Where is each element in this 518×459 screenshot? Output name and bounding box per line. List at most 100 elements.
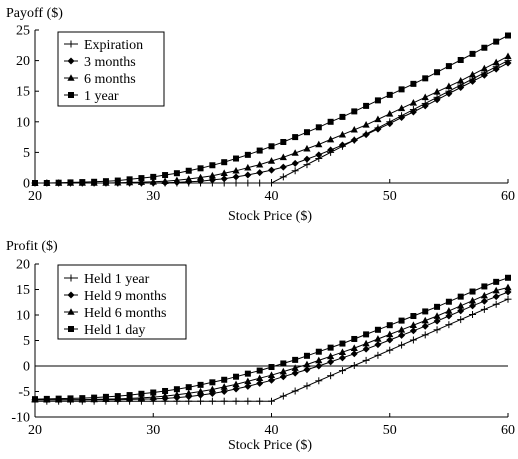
data-point [185,384,192,391]
data-point [221,159,228,166]
data-point [137,394,146,401]
data-point [292,134,299,141]
data-point [232,173,240,181]
data-point [457,307,465,315]
data-point [196,173,205,181]
x-tick-label: 20 [28,423,42,438]
data-point [362,339,370,347]
data-point [149,177,157,185]
data-point [492,65,500,73]
legend-label: 6 months [84,72,136,87]
data-point [398,341,406,349]
data-point [291,387,299,395]
data-point [173,176,181,184]
data-point [161,177,169,184]
data-point [386,346,394,354]
data-point [421,331,429,339]
data-point [220,388,228,395]
data-point [457,56,464,63]
data-point [398,317,405,324]
payoff-y-axis-label: Payoff ($) [6,6,63,21]
data-point [469,288,476,295]
legend-marker [67,40,75,48]
y-tick-label: 15 [16,85,30,100]
data-point [457,302,465,309]
legend-label: Held 9 months [84,289,166,304]
data-point [256,397,264,405]
data-point [315,356,323,364]
data-point [291,364,299,371]
data-point [220,383,228,390]
data-point [397,325,406,333]
legend-label: 1 year [84,89,119,104]
legend-marker [67,74,75,81]
data-point [256,367,263,374]
data-point [268,179,275,187]
data-point [32,180,38,186]
profit-legend-box [57,264,187,340]
data-point [445,82,453,90]
data-point [303,366,311,374]
data-point [197,397,205,405]
data-point [386,120,394,128]
data-point [409,327,417,335]
x-tick-label: 50 [383,423,397,438]
data-point [409,321,417,328]
data-point [374,326,381,333]
data-point [339,340,346,347]
data-point [421,322,429,330]
data-point [267,157,276,164]
data-point [209,379,216,386]
data-point [362,345,370,353]
data-point [232,385,240,393]
legend-marker [67,57,75,65]
data-point [351,335,358,342]
data-point [232,166,240,174]
data-point [233,155,240,162]
data-point [173,386,180,393]
data-point [244,163,252,171]
data-point [481,44,488,51]
data-point [350,344,358,351]
data-point [327,344,334,351]
data-point [422,308,429,315]
y-tick-label: 20 [16,54,30,69]
data-point [244,377,252,385]
x-tick-label: 30 [146,423,160,438]
data-point [208,397,216,405]
data-point [505,32,511,39]
data-point [327,118,334,125]
data-point [220,397,228,405]
data-point [43,395,50,402]
data-point [114,393,121,400]
data-point [386,330,394,338]
y-tick-label: 5 [23,334,30,349]
data-point [410,313,417,320]
data-point [279,392,287,400]
data-point [386,110,394,117]
data-point [32,396,38,403]
data-point [421,102,429,110]
data-point [480,64,488,72]
data-point [244,179,252,187]
data-point [505,274,511,281]
data-point [150,173,157,180]
data-point [504,283,512,291]
data-point [279,153,287,161]
data-point [433,317,441,325]
data-point [79,395,86,402]
data-point [256,374,264,382]
data-point [162,387,169,394]
legend-label: Expiration [84,38,143,53]
data-point [126,392,133,399]
data-point [480,291,488,299]
y-tick-label: 15 [16,283,30,298]
data-point [422,75,429,82]
data-point [292,356,299,363]
data-point [492,286,500,294]
data-point [410,80,417,87]
data-point [244,370,251,377]
data-point [397,104,406,112]
data-point [208,385,216,393]
data-point [481,283,488,290]
